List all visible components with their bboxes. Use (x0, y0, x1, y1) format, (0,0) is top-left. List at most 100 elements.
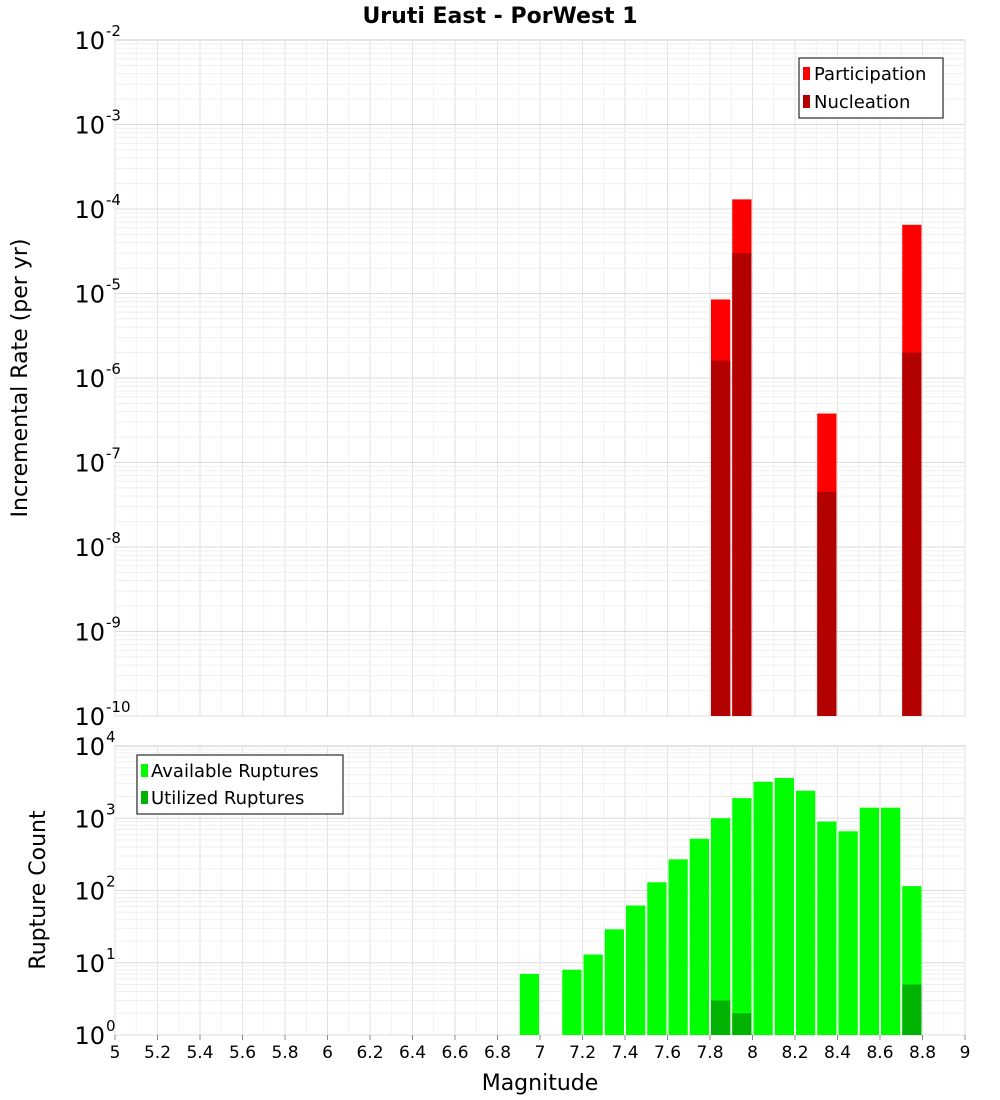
y-tick-base: 10 (74, 733, 105, 761)
x-tick-label: 7 (535, 1043, 546, 1063)
bar-available-ruptures (838, 831, 858, 1035)
x-tick-label: 7.8 (696, 1043, 723, 1063)
bottom-y-axis-label: Rupture Count (26, 810, 51, 970)
bar-available-ruptures (583, 954, 603, 1035)
y-tick-label: 10 0 (74, 1017, 115, 1050)
y-tick-exponent: -4 (106, 191, 121, 209)
bottom-bars (519, 778, 922, 1035)
y-tick-label: 10 -8 (74, 529, 121, 562)
y-tick-base: 10 (74, 878, 105, 906)
y-tick-exponent: 2 (106, 873, 116, 891)
y-tick-base: 10 (74, 196, 105, 224)
top-y-axis-label: Incremental Rate (per yr) (8, 239, 33, 518)
y-tick-base: 10 (74, 950, 105, 978)
legend-swatch-participation (803, 67, 810, 80)
y-tick-label: 10 -7 (74, 445, 121, 478)
y-tick-exponent: -6 (106, 360, 121, 378)
y-tick-exponent: -5 (106, 276, 121, 294)
bar-available-ruptures (796, 790, 816, 1035)
y-tick-base: 10 (74, 534, 105, 562)
bar-nucleation (902, 352, 922, 716)
y-tick-exponent: 0 (106, 1017, 116, 1035)
y-tick-exponent: 3 (106, 800, 116, 818)
bar-nucleation (732, 253, 752, 716)
y-tick-label: 10 -5 (74, 276, 121, 309)
x-tick-label: 7.4 (611, 1043, 638, 1063)
bar-utilized-ruptures (711, 1000, 731, 1035)
x-tick-label: 5.6 (229, 1043, 256, 1063)
x-tick-label: 5.4 (186, 1043, 213, 1063)
y-tick-label: 10 -6 (74, 360, 121, 393)
y-tick-exponent: -10 (106, 698, 131, 716)
bar-available-ruptures (732, 798, 752, 1035)
y-tick-label: 10 -2 (74, 22, 121, 55)
bottom-legend-box (136, 754, 344, 815)
y-tick-exponent: -3 (106, 107, 121, 125)
top-bars (711, 199, 922, 717)
legend-swatch-utilized-ruptures (141, 791, 148, 804)
bar-available-ruptures (519, 973, 539, 1035)
legend-label-nucleation: Nucleation (814, 92, 910, 113)
x-tick-label: 8.4 (824, 1043, 851, 1063)
y-tick-base: 10 (74, 450, 105, 478)
top-legend: Participation Nucleation (798, 57, 944, 119)
bar-available-ruptures (647, 882, 667, 1035)
bar-available-ruptures (859, 807, 879, 1035)
y-tick-exponent: -2 (106, 22, 121, 40)
y-tick-base: 10 (74, 619, 105, 647)
y-tick-base: 10 (74, 281, 105, 309)
x-tick-label: 6 (322, 1043, 333, 1063)
bar-available-ruptures (774, 778, 794, 1035)
top-legend-box (798, 57, 944, 119)
bar-available-ruptures (753, 781, 773, 1035)
y-tick-base: 10 (74, 27, 105, 55)
y-tick-base: 10 (74, 1022, 105, 1050)
x-tick-label: 9 (960, 1043, 971, 1063)
y-tick-exponent: 1 (106, 945, 116, 963)
bottom-legend: Available Ruptures Utilized Ruptures (136, 754, 344, 815)
x-tick-label: 7.6 (654, 1043, 681, 1063)
y-tick-label: 10 3 (74, 800, 115, 833)
x-tick-label: 8.2 (781, 1043, 808, 1063)
x-tick-label: 5 (110, 1043, 121, 1063)
y-tick-exponent: -7 (106, 445, 121, 463)
x-tick-label: 6.4 (399, 1043, 426, 1063)
bar-nucleation (817, 491, 837, 716)
bar-available-ruptures (711, 818, 731, 1035)
x-tick-label: 8.6 (866, 1043, 893, 1063)
y-tick-label: 10 1 (74, 945, 115, 978)
x-tick-label: 8.8 (909, 1043, 936, 1063)
y-tick-label: 10 4 (74, 728, 115, 761)
x-tick-label: 5.8 (271, 1043, 298, 1063)
bar-available-ruptures (562, 969, 582, 1035)
bar-available-ruptures (881, 807, 901, 1035)
y-tick-label: 10 -9 (74, 614, 121, 647)
y-tick-base: 10 (74, 703, 105, 731)
x-tick-label: 7.2 (569, 1043, 596, 1063)
bar-utilized-ruptures (902, 984, 922, 1035)
x-axis-ticks: 5 5.2 5.4 5.6 5.8 6 6.2 6.4 6.6 6.8 7 7.2 7.4 7.6 7.8 8… (110, 1035, 971, 1063)
legend-label-participation: Participation (814, 64, 926, 85)
bar-available-ruptures (626, 905, 646, 1035)
bar-available-ruptures (668, 859, 688, 1035)
x-tick-label: 5.2 (144, 1043, 171, 1063)
bottom-gridlines (114, 746, 966, 1036)
legend-swatch-nucleation (803, 95, 810, 108)
legend-label-available-ruptures: Available Ruptures (151, 761, 319, 782)
y-tick-label: 10 2 (74, 873, 115, 906)
bar-available-ruptures (604, 929, 624, 1035)
y-tick-label: 10 -3 (74, 107, 121, 140)
y-tick-exponent: -8 (106, 529, 121, 547)
y-tick-base: 10 (74, 365, 105, 393)
x-tick-label: 6.6 (441, 1043, 468, 1063)
y-tick-exponent: -9 (106, 614, 121, 632)
bar-available-ruptures (689, 838, 709, 1035)
y-tick-base: 10 (74, 805, 105, 833)
x-tick-label: 6.2 (356, 1043, 383, 1063)
x-tick-label: 6.8 (484, 1043, 511, 1063)
